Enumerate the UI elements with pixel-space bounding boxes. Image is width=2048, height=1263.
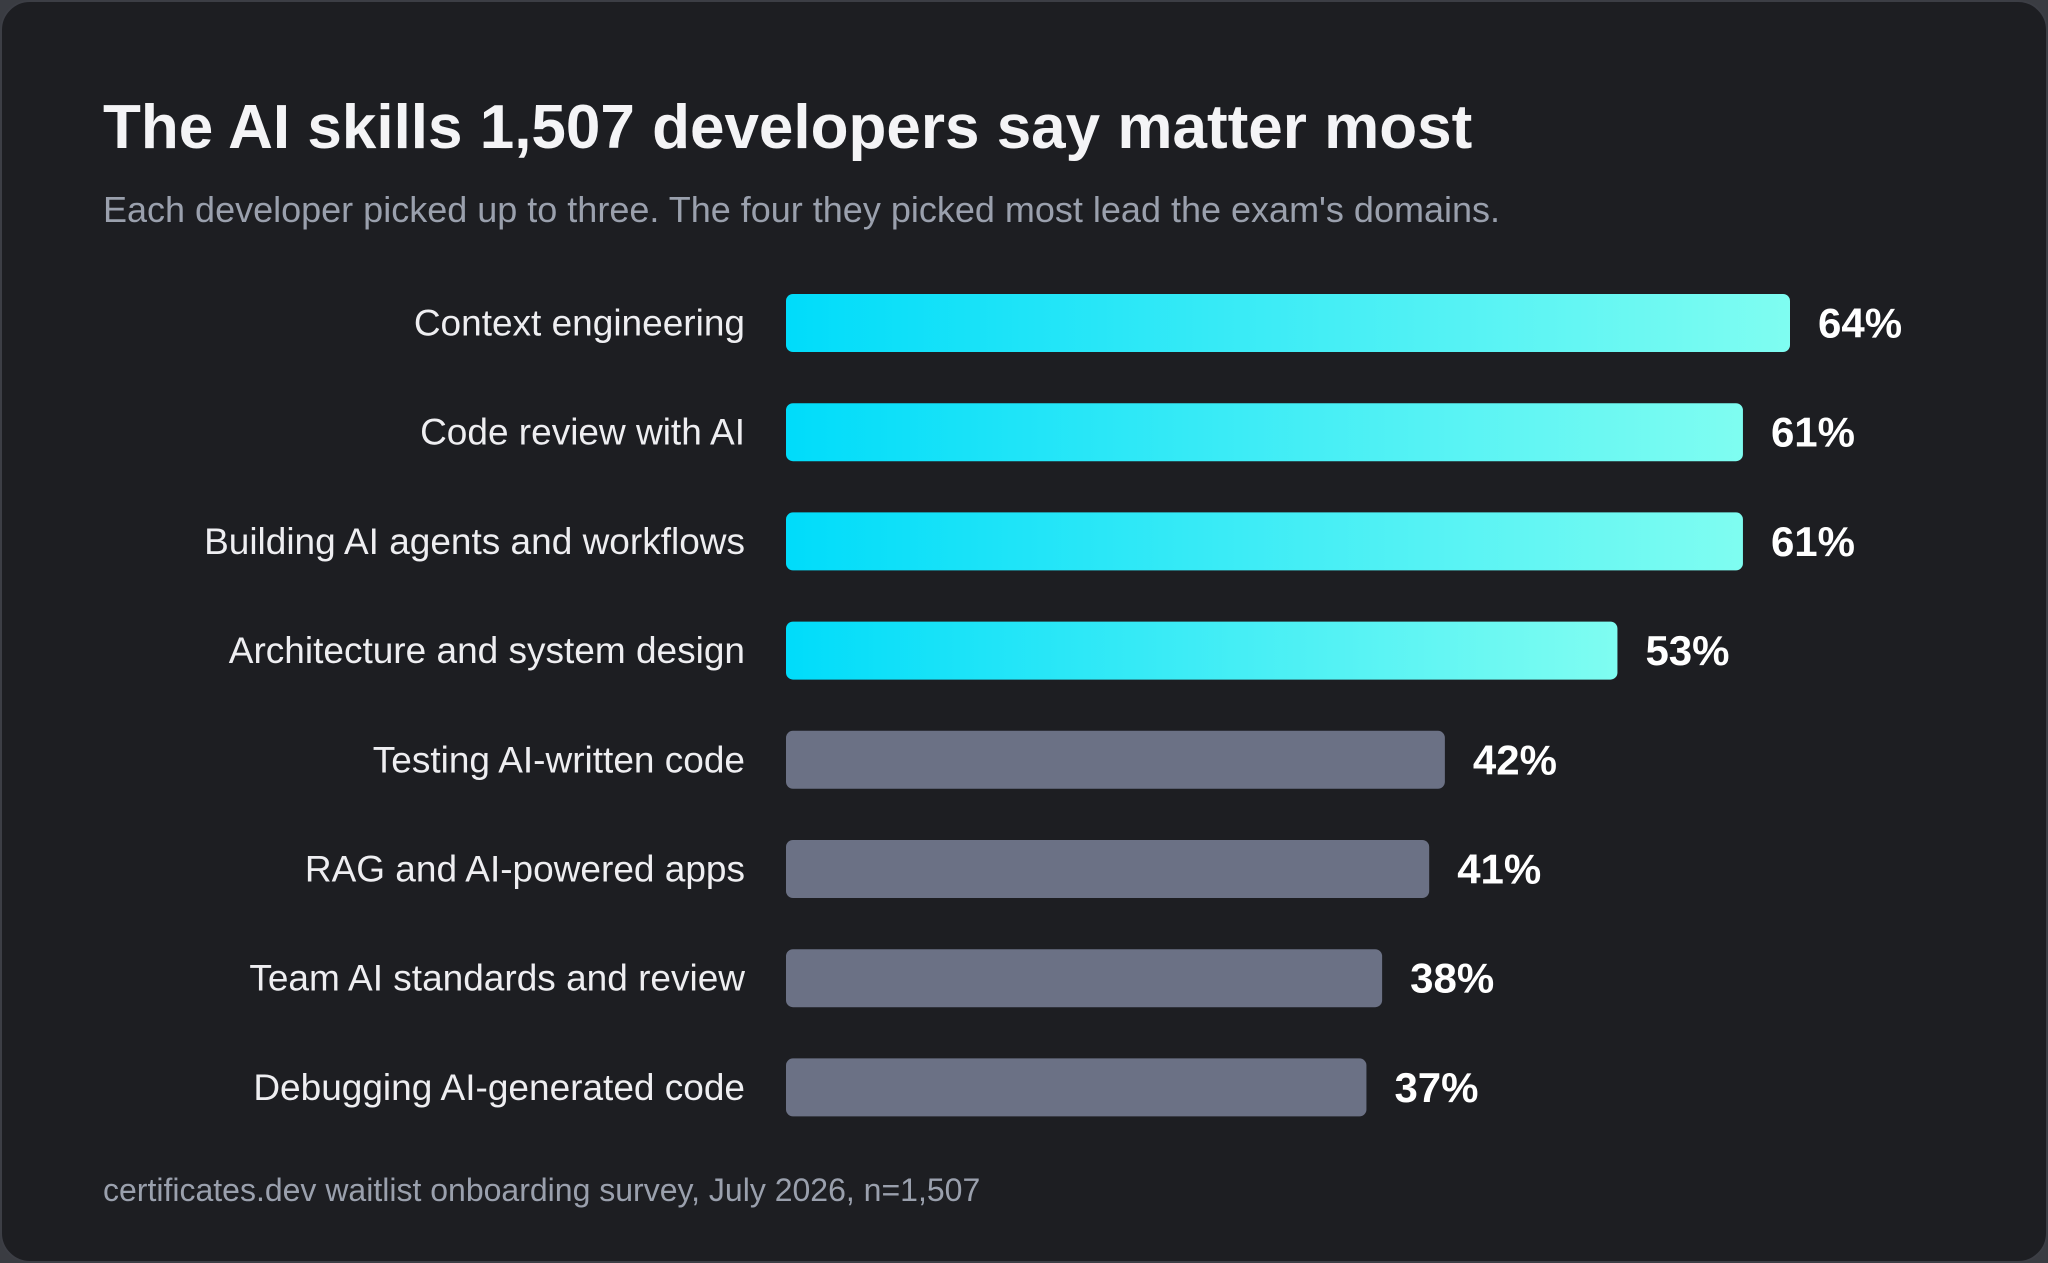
bars-group: Context engineering 64% Code review with A… (204, 294, 1902, 1117)
bar (786, 949, 1383, 1008)
source-note: certificates.dev waitlist onboarding sur… (103, 1172, 981, 1208)
value-label: 42% (1473, 736, 1557, 783)
bar (786, 730, 1445, 789)
value-label: 41% (1457, 846, 1541, 893)
category-label: Context engineering (414, 303, 745, 344)
value-label: 37% (1394, 1064, 1478, 1111)
bar (786, 1058, 1367, 1117)
bar-highlighted (786, 294, 1790, 352)
chart-title: The AI skills 1,507 developers say matte… (103, 93, 1473, 162)
category-label: Testing AI-written code (373, 739, 745, 780)
chart-subtitle: Each developer picked up to three. The f… (103, 189, 1501, 230)
bar (786, 840, 1430, 898)
value-label: 61% (1771, 409, 1855, 456)
value-label: 53% (1645, 627, 1729, 674)
category-label: Debugging AI-generated code (253, 1067, 745, 1108)
category-label: RAG and AI-powered apps (305, 849, 745, 890)
value-label: 64% (1818, 300, 1902, 347)
bar-highlighted (786, 621, 1618, 680)
category-label: Team AI standards and review (249, 958, 745, 999)
bar-highlighted (786, 403, 1743, 462)
category-label: Building AI agents and workflows (204, 521, 745, 562)
bar-highlighted (786, 512, 1743, 571)
value-label: 61% (1771, 518, 1855, 565)
value-label: 38% (1410, 955, 1494, 1002)
category-label: Architecture and system design (229, 630, 745, 671)
category-label: Code review with AI (420, 412, 745, 453)
